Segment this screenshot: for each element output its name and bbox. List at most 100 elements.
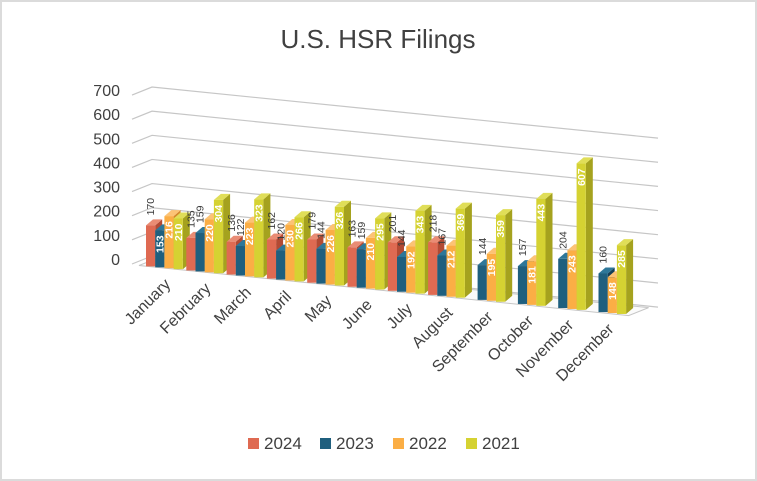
legend-label-2021: 2021: [482, 434, 520, 453]
bar-top: [334, 200, 351, 207]
data-label-2022-october: 181: [526, 266, 538, 284]
data-label-2023-december: 160: [598, 246, 610, 264]
bar-front: [406, 246, 416, 293]
bar-front: [486, 253, 496, 301]
bar-top: [307, 233, 324, 240]
data-label-2021-september: 359: [495, 220, 507, 238]
bar-front: [155, 230, 165, 268]
bar-top: [226, 235, 243, 242]
legend-swatch-2022: [393, 438, 404, 449]
data-label-2024-may: 179: [306, 212, 318, 230]
data-label-2021-march: 323: [253, 204, 265, 222]
data-label-2024-august: 218: [427, 215, 439, 233]
bar-front: [316, 248, 326, 284]
gridline-400: [131, 158, 659, 212]
bar-2021-november: [576, 157, 593, 310]
legend-label-2023: 2023: [336, 434, 374, 453]
y-axis-label-300: 300: [93, 180, 120, 197]
bar-front: [164, 216, 174, 269]
bar-front: [266, 239, 277, 279]
legend-label-2022: 2022: [409, 434, 447, 453]
bar-top: [616, 239, 634, 246]
bar-top: [455, 202, 472, 209]
bar-front: [347, 247, 357, 287]
x-axis-label-may: May: [302, 292, 335, 325]
data-label-2023-july: 144: [396, 229, 408, 247]
data-label-2021-october: 443: [536, 204, 548, 222]
bar-front: [213, 199, 224, 274]
bar-2021-september: [496, 209, 513, 302]
bar-top: [213, 193, 231, 200]
bar-front: [607, 277, 617, 314]
data-label-2023-february: 159: [195, 205, 207, 223]
bar-front: [455, 208, 465, 298]
bar-side: [626, 239, 634, 314]
bar-front: [235, 246, 245, 276]
bar-front: [616, 245, 627, 314]
data-label-2023-january: 153: [154, 235, 166, 253]
legend-swatch-2021: [466, 438, 477, 449]
x-axis-label-july: July: [384, 300, 416, 332]
gridline-600: [131, 110, 659, 163]
bar-front: [428, 242, 438, 295]
plot-area: 0100200300400500600700170153216210Januar…: [93, 83, 659, 385]
bar-top: [598, 267, 615, 274]
y-axis-label-700: 700: [93, 83, 120, 100]
bar-side: [545, 192, 553, 306]
data-label-2024-june: 163: [347, 220, 359, 238]
data-label-2024-march: 136: [226, 214, 238, 232]
bar-front: [334, 206, 344, 286]
bar-front: [567, 250, 577, 309]
gridline-500: [131, 134, 659, 188]
data-label-2022-march: 223: [244, 227, 256, 245]
bar-top: [387, 236, 404, 243]
legend-swatch-2024: [248, 438, 259, 449]
bar-front: [527, 261, 537, 305]
gridline-300: [131, 182, 659, 236]
data-label-2021-february: 304: [213, 205, 225, 223]
bar-front: [558, 258, 568, 309]
bar-front: [387, 242, 397, 291]
data-label-2022-january: 216: [164, 221, 176, 239]
bar-top: [294, 211, 311, 218]
bar-front: [477, 265, 487, 300]
data-label-2024-july: 201: [387, 215, 399, 233]
bar-front: [307, 239, 317, 283]
bar-side: [464, 202, 472, 298]
bar-front: [356, 249, 366, 288]
bar-top: [266, 233, 284, 240]
bar-front: [536, 198, 546, 306]
bar-front: [375, 218, 385, 290]
bar-front: [294, 217, 304, 282]
data-label-2023-november: 204: [557, 231, 569, 249]
data-label-2023-may: 144: [316, 221, 328, 239]
legend-swatch-2023: [320, 438, 331, 449]
data-label-2021-december: 285: [616, 250, 628, 268]
legend: 2024 2023 2022 2021: [248, 434, 520, 453]
data-label-2022-june: 210: [365, 243, 377, 261]
y-axis-label-500: 500: [93, 131, 120, 148]
data-label-2021-january: 210: [173, 223, 185, 241]
data-label-2022-may: 226: [325, 235, 337, 253]
data-label-2022-april: 230: [285, 230, 297, 248]
bar-front: [226, 241, 236, 275]
x-axis-label-march: March: [211, 284, 254, 327]
bar-front: [276, 250, 286, 280]
gridline-700: [131, 86, 659, 139]
data-label-2021-july: 343: [415, 216, 427, 234]
bar-2021-december: [616, 239, 634, 314]
y-axis-label-200: 200: [93, 204, 120, 221]
data-label-2023-august: 167: [437, 228, 449, 246]
data-label-2022-september: 195: [486, 259, 498, 277]
bar-front: [254, 199, 264, 278]
bar-top: [173, 212, 190, 219]
bar-front: [397, 256, 407, 292]
bar-front: [365, 237, 376, 289]
data-label-2024-january: 170: [145, 198, 157, 216]
data-label-2021-may: 326: [334, 212, 346, 230]
bar-top: [428, 236, 445, 243]
bar-top: [536, 192, 553, 199]
bar-top: [496, 209, 513, 216]
data-label-2021-august: 369: [455, 213, 467, 231]
bar-front: [186, 237, 196, 271]
